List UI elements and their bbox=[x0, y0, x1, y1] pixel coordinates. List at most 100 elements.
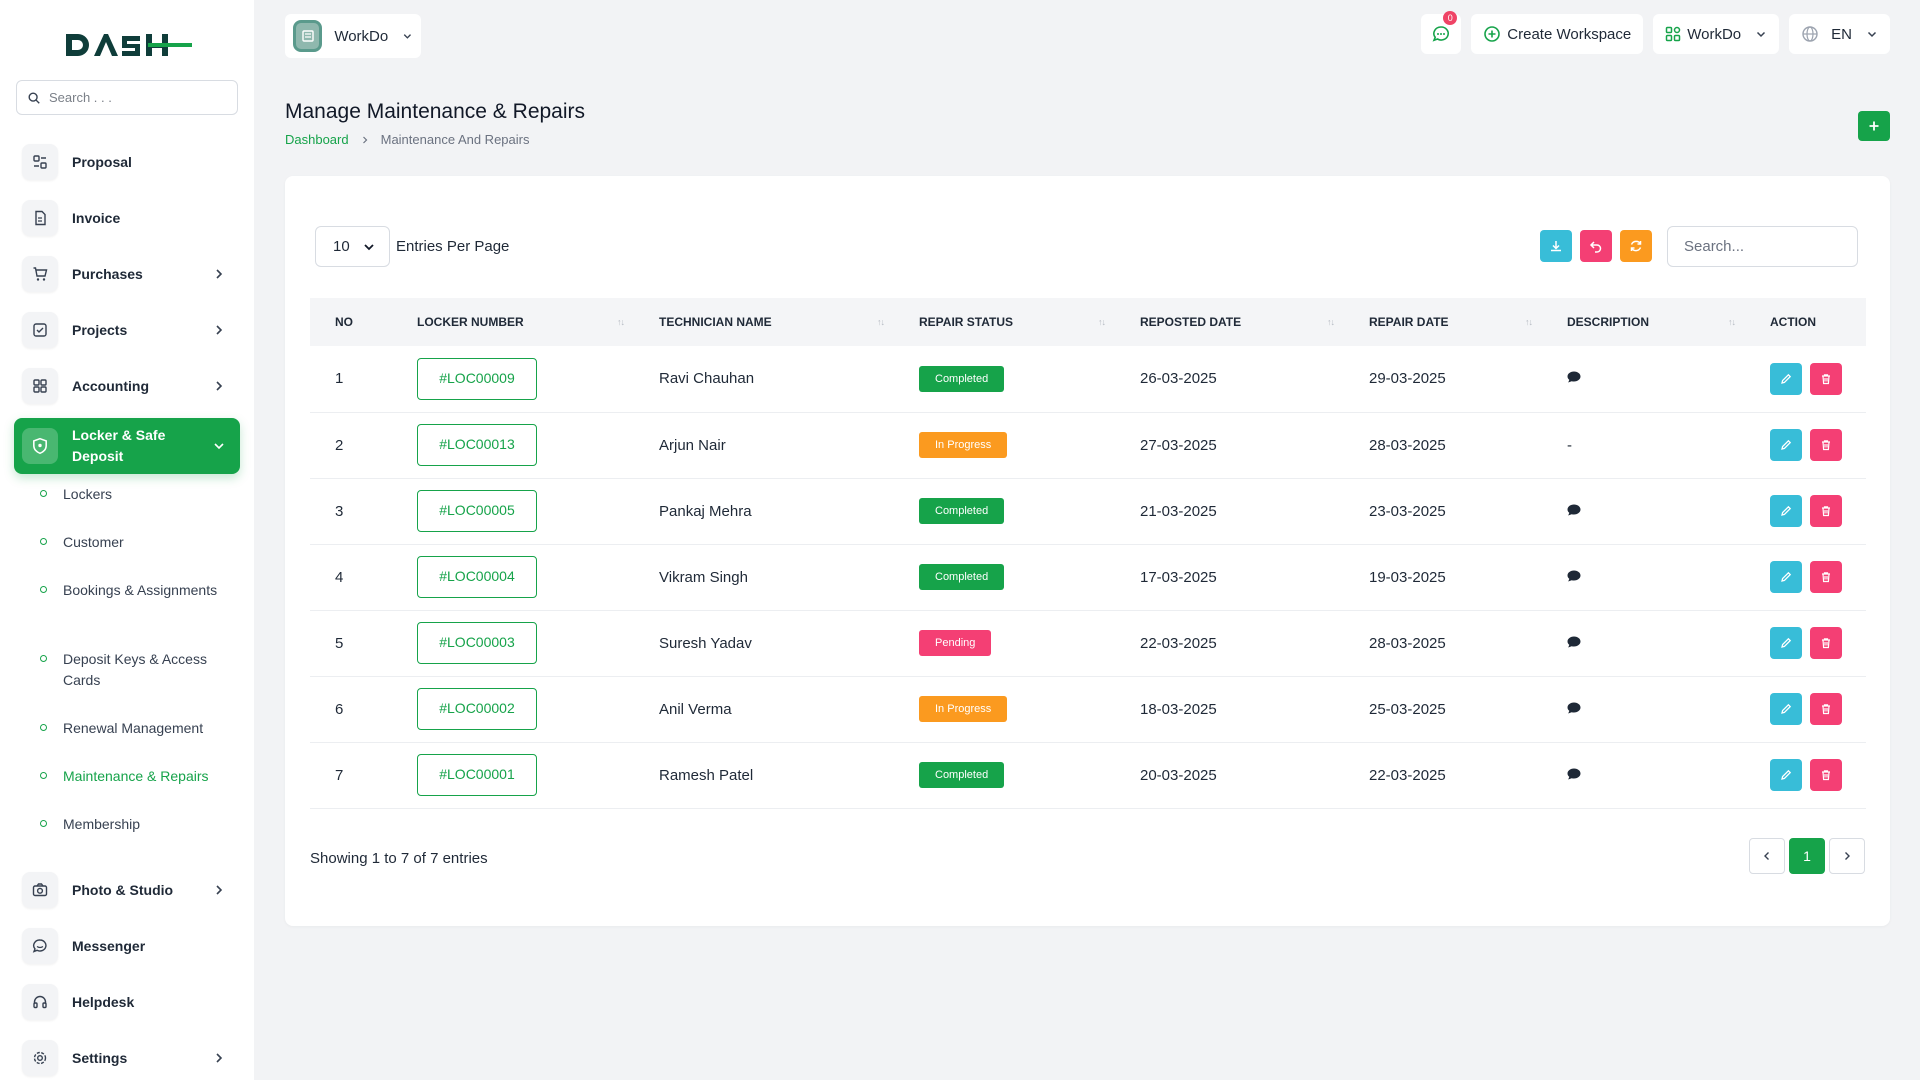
comment-icon[interactable] bbox=[1567, 702, 1581, 714]
chevron-down-icon bbox=[1867, 31, 1877, 38]
messenger-icon bbox=[22, 928, 58, 964]
workspace-selector[interactable]: WorkDo bbox=[285, 14, 421, 58]
locker-number-link[interactable]: #LOC00001 bbox=[417, 754, 537, 796]
delete-button[interactable] bbox=[1810, 693, 1842, 725]
cell-status: Completed bbox=[894, 544, 1115, 610]
locker-number-link[interactable]: #LOC00009 bbox=[417, 357, 537, 400]
bullet-icon bbox=[40, 724, 47, 731]
cell-status: Completed bbox=[894, 346, 1115, 412]
sidebar-item-projects[interactable]: Projects bbox=[14, 306, 240, 354]
locker-number-link[interactable]: #LOC00003 bbox=[417, 622, 537, 664]
pagination-next-button[interactable] bbox=[1829, 838, 1865, 874]
comment-icon[interactable] bbox=[1567, 570, 1581, 582]
cell-locker: #LOC00001 bbox=[392, 742, 634, 808]
edit-button[interactable] bbox=[1770, 362, 1802, 395]
invoice-icon bbox=[22, 200, 58, 236]
cell-repair-date: 29-03-2025 bbox=[1369, 370, 1446, 388]
column-header-label: ACTION bbox=[1770, 315, 1816, 329]
pagination-page-button[interactable]: 1 bbox=[1789, 838, 1825, 874]
submenu-item-membership[interactable]: Membership bbox=[14, 814, 240, 854]
cell-action bbox=[1745, 742, 1866, 808]
sidebar-item-helpdesk[interactable]: Helpdesk bbox=[14, 978, 240, 1026]
edit-button[interactable] bbox=[1770, 759, 1802, 791]
globe-icon bbox=[1802, 26, 1818, 42]
comment-icon[interactable] bbox=[1567, 636, 1581, 648]
submenu-item-bookings[interactable]: Bookings & Assignments bbox=[14, 580, 240, 649]
edit-button[interactable] bbox=[1770, 627, 1802, 659]
locker-number-link[interactable]: #LOC00005 bbox=[417, 490, 537, 532]
table-row: 7 #LOC00001 Ramesh Patel Completed 20-03-202… bbox=[310, 742, 1866, 808]
table-row: 3 #LOC00005 Pankaj Mehra Completed 21-03-202… bbox=[310, 478, 1866, 544]
delete-button[interactable] bbox=[1810, 362, 1842, 395]
column-header-no[interactable]: NO bbox=[310, 298, 392, 346]
edit-button[interactable] bbox=[1770, 429, 1802, 461]
cell-locker: #LOC00002 bbox=[392, 676, 634, 742]
comment-icon[interactable] bbox=[1567, 371, 1581, 383]
sidebar-item-locker-safe-deposit[interactable]: Locker & Safe Deposit bbox=[14, 418, 240, 474]
edit-button[interactable] bbox=[1770, 561, 1802, 593]
sidebar-item-messenger[interactable]: Messenger bbox=[14, 922, 240, 970]
pagination-prev-button[interactable] bbox=[1749, 838, 1785, 874]
table-search-input[interactable] bbox=[1667, 226, 1858, 267]
edit-button[interactable] bbox=[1770, 495, 1802, 527]
export-button[interactable] bbox=[1540, 230, 1572, 262]
sidebar-item-invoice[interactable]: Invoice bbox=[14, 194, 240, 242]
notification-button[interactable]: 0 bbox=[1421, 11, 1462, 54]
language-selector[interactable]: EN bbox=[1789, 14, 1890, 54]
submenu-item-deposit-keys[interactable]: Deposit Keys & Access Cards bbox=[14, 649, 240, 718]
sort-icon: ↑↓ bbox=[1098, 317, 1106, 327]
column-header-reposted-date[interactable]: REPOSTED DATE ↑↓ bbox=[1115, 298, 1344, 346]
submenu-item-customer[interactable]: Customer bbox=[14, 532, 240, 580]
column-header-description[interactable]: DESCRIPTION ↑↓ bbox=[1542, 298, 1745, 346]
gear-icon bbox=[22, 1040, 58, 1076]
chat-icon bbox=[1432, 26, 1450, 42]
cell-technician: Ramesh Patel bbox=[659, 766, 754, 784]
proposal-icon bbox=[22, 144, 58, 180]
sidebar-search-input[interactable] bbox=[49, 90, 229, 105]
sidebar-item-purchases[interactable]: Purchases bbox=[14, 250, 240, 298]
refresh-button[interactable] bbox=[1620, 230, 1652, 262]
bullet-icon bbox=[40, 538, 47, 545]
sort-icon: ↑↓ bbox=[1728, 317, 1736, 327]
workspace-switcher[interactable]: WorkDo bbox=[1653, 14, 1780, 54]
column-header-technician-name[interactable]: TECHNICIAN NAME ↑↓ bbox=[634, 298, 894, 346]
add-button[interactable] bbox=[1858, 111, 1890, 141]
column-header-repair-date[interactable]: REPAIR DATE ↑↓ bbox=[1344, 298, 1542, 346]
showing-entries-text: Showing 1 to 7 of 7 entries bbox=[310, 850, 488, 867]
column-header-label: DESCRIPTION bbox=[1567, 315, 1650, 329]
workspace-icon bbox=[293, 20, 323, 52]
comment-icon[interactable] bbox=[1567, 504, 1581, 516]
dash-logo[interactable] bbox=[64, 30, 192, 60]
sidebar-search[interactable] bbox=[16, 80, 238, 115]
locker-number-link[interactable]: #LOC00002 bbox=[417, 688, 537, 730]
sidebar-item-settings[interactable]: Settings bbox=[14, 1034, 240, 1080]
breadcrumb-dashboard-link[interactable]: Dashboard bbox=[285, 132, 349, 147]
sidebar-item-label: Locker & Safe Deposit bbox=[72, 427, 166, 464]
create-workspace-button[interactable]: Create Workspace bbox=[1471, 14, 1644, 54]
column-header-repair-status[interactable]: REPAIR STATUS ↑↓ bbox=[894, 298, 1115, 346]
reset-button[interactable] bbox=[1580, 230, 1612, 262]
sidebar-item-proposal[interactable]: Proposal bbox=[14, 138, 240, 186]
sidebar: Proposal Invoice Purchases Projects Acco… bbox=[0, 0, 254, 1080]
delete-button[interactable] bbox=[1810, 759, 1842, 791]
locker-number-link[interactable]: #LOC00013 bbox=[417, 424, 537, 466]
delete-button[interactable] bbox=[1810, 627, 1842, 659]
edit-button[interactable] bbox=[1770, 693, 1802, 725]
sidebar-item-photo-studio[interactable]: Photo & Studio bbox=[14, 866, 240, 914]
cell-no: 3 bbox=[335, 502, 344, 520]
cell-no: 2 bbox=[335, 436, 344, 454]
delete-button[interactable] bbox=[1810, 429, 1842, 461]
trash-icon bbox=[1822, 638, 1830, 649]
per-page-select[interactable]: 10 bbox=[315, 226, 390, 267]
delete-button[interactable] bbox=[1810, 495, 1842, 527]
submenu-item-maintenance[interactable]: Maintenance & Repairs bbox=[14, 766, 240, 814]
column-header-locker-number[interactable]: LOCKER NUMBER ↑↓ bbox=[392, 298, 634, 346]
submenu-item-lockers[interactable]: Lockers bbox=[14, 484, 240, 532]
locker-number-link[interactable]: #LOC00004 bbox=[417, 556, 537, 598]
sidebar-item-accounting[interactable]: Accounting bbox=[14, 362, 240, 410]
trash-icon bbox=[1822, 373, 1830, 384]
comment-icon[interactable] bbox=[1567, 768, 1581, 780]
submenu-item-renewal[interactable]: Renewal Management bbox=[14, 718, 240, 766]
cell-action bbox=[1745, 346, 1866, 412]
delete-button[interactable] bbox=[1810, 561, 1842, 593]
